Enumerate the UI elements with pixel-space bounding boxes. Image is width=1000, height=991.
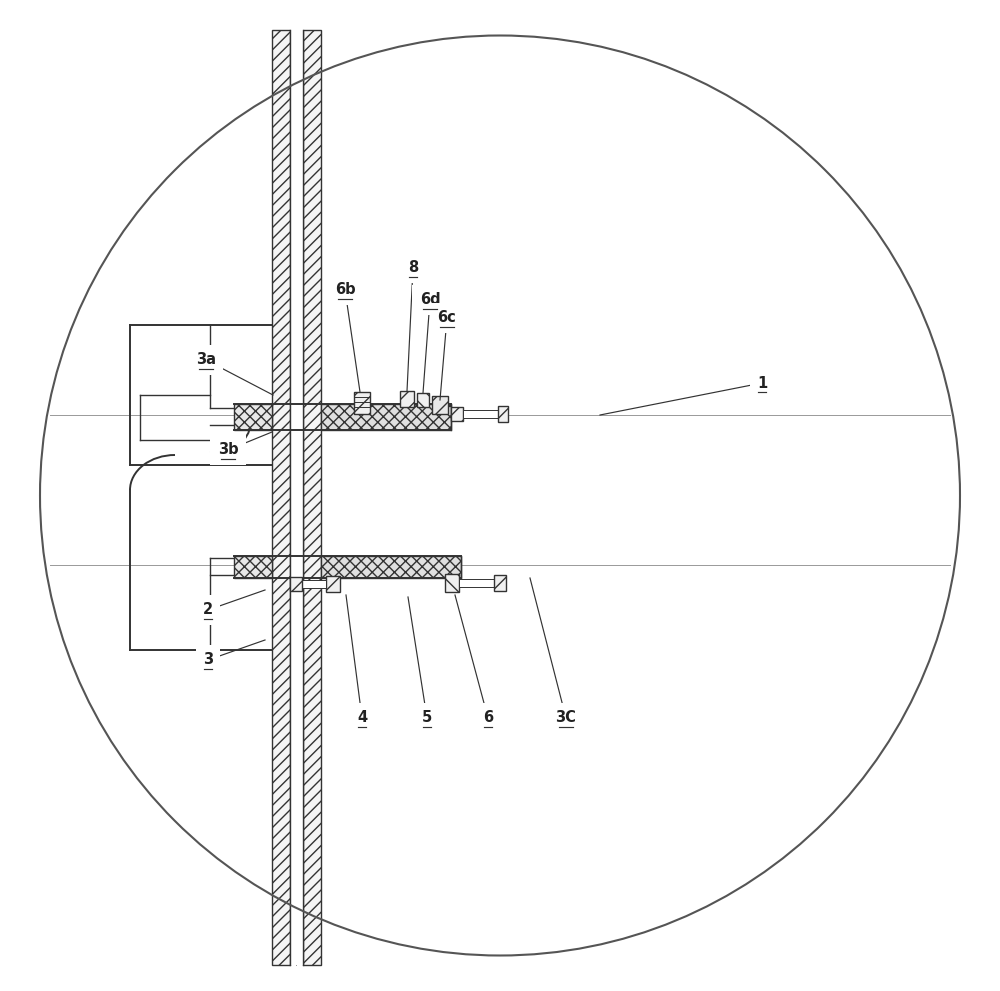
Bar bbox=[234, 404, 272, 430]
Bar bbox=[321, 556, 461, 578]
Text: 3b: 3b bbox=[218, 443, 238, 458]
Bar bbox=[301, 580, 326, 588]
Bar bbox=[498, 406, 508, 422]
Text: 3: 3 bbox=[203, 652, 213, 668]
Text: 3C: 3C bbox=[556, 711, 576, 725]
Bar bbox=[290, 30, 303, 965]
Bar bbox=[459, 579, 494, 587]
Bar bbox=[290, 577, 302, 591]
Text: 6c: 6c bbox=[438, 310, 456, 325]
Bar bbox=[432, 396, 448, 414]
Text: 6b: 6b bbox=[335, 282, 355, 297]
Bar bbox=[445, 574, 459, 592]
Text: 8: 8 bbox=[408, 261, 418, 275]
Bar bbox=[321, 404, 451, 430]
Bar bbox=[303, 30, 321, 965]
Text: 6d: 6d bbox=[420, 292, 440, 307]
Bar bbox=[417, 393, 429, 407]
Text: 2: 2 bbox=[203, 603, 213, 617]
Bar bbox=[326, 576, 340, 592]
Bar bbox=[463, 410, 498, 418]
Bar bbox=[494, 575, 506, 591]
Text: 5: 5 bbox=[422, 711, 432, 725]
Bar bbox=[354, 392, 370, 414]
Bar bbox=[451, 407, 463, 421]
Text: 3a: 3a bbox=[196, 353, 216, 368]
Text: 4: 4 bbox=[357, 711, 367, 725]
Bar bbox=[234, 556, 272, 578]
Text: 6: 6 bbox=[483, 711, 493, 725]
Text: 1: 1 bbox=[757, 376, 767, 390]
Bar bbox=[272, 30, 290, 965]
Bar bbox=[400, 391, 414, 407]
